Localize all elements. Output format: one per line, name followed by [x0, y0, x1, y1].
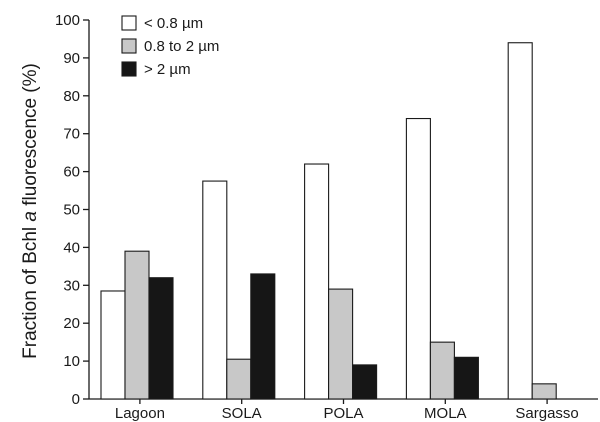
legend-label-series-2: 0.8 to 2 µm: [144, 38, 219, 55]
y-axis-label-part-2: a: [20, 211, 41, 222]
bar-sola-series-1: [202, 180, 228, 400]
y-tick-label: 90: [63, 50, 80, 67]
y-tick-label: 40: [63, 239, 80, 256]
bar-lagoon-series-3: [148, 277, 174, 400]
bar-lagoon-series-1: [100, 290, 126, 400]
y-tick-label: 20: [63, 315, 80, 332]
bar-lagoon-series-2: [124, 250, 150, 400]
y-tick-label: 100: [55, 12, 80, 29]
bar-sola-series-3: [250, 273, 276, 400]
legend-swatch-series-3: [121, 61, 137, 77]
y-tick-label: 50: [63, 202, 80, 219]
y-axis-label-part-1: Fraction of Bchl: [20, 222, 41, 359]
axes: 0 10 20 30 40 50 60 70 80 90 100 Lagoon SOLA POLA MOLA…: [55, 12, 598, 422]
bar-pola-series-1: [304, 163, 330, 400]
y-tick-label: 30: [63, 277, 80, 294]
bar-sola-series-2: [226, 358, 252, 400]
y-tick-label: 10: [63, 353, 80, 370]
bar-pola-series-3: [352, 364, 378, 400]
bars: [100, 42, 557, 400]
legend-swatch-series-2: [121, 38, 137, 54]
x-tick-label-lagoon: Lagoon: [115, 405, 165, 422]
y-axis-label: Fraction of Bchl a fluorescence (%): [20, 63, 41, 359]
y-axis-label-part-3: fluorescence (%): [20, 63, 41, 211]
bar-pola-series-2: [328, 288, 354, 400]
legend-label-series-1: < 0.8 µm: [144, 15, 203, 32]
bar-sargasso-series-1: [507, 42, 533, 400]
bar-mola-series-3: [453, 356, 479, 400]
x-tick-label-sargasso: Sargasso: [515, 405, 578, 422]
y-tick-label: 0: [72, 391, 80, 408]
x-tick-label-pola: POLA: [323, 405, 363, 422]
bar-sargasso-series-2: [531, 383, 557, 400]
x-tick-label-sola: SOLA: [222, 405, 262, 422]
bar-mola-series-2: [429, 341, 455, 400]
y-tick-label: 80: [63, 88, 80, 105]
bar-mola-series-1: [405, 117, 431, 400]
legend-label-series-3: > 2 µm: [144, 61, 191, 78]
x-tick-label-mola: MOLA: [424, 405, 467, 422]
legend: < 0.8 µm 0.8 to 2 µm > 2 µm: [121, 15, 219, 78]
legend-swatch-series-1: [121, 15, 137, 31]
y-tick-label: 60: [63, 164, 80, 181]
y-tick-label: 70: [63, 126, 80, 143]
